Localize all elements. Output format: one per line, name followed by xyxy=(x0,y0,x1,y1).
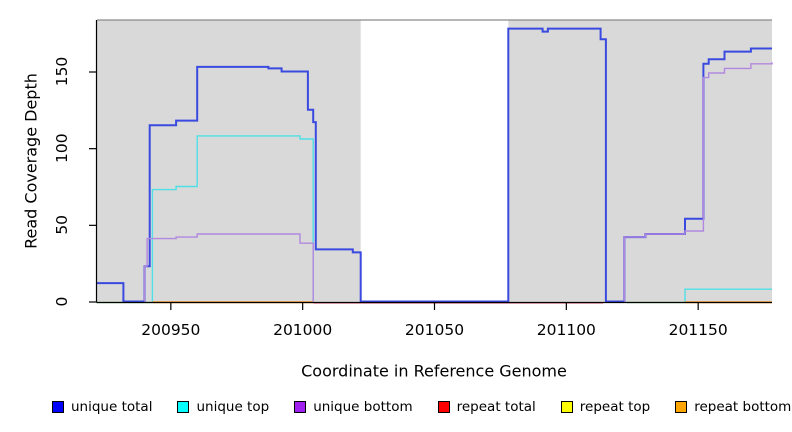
y-tick-label: 0 xyxy=(53,297,71,307)
legend-swatch-repeat-top xyxy=(560,401,573,413)
legend-item-unique-bottom: unique bottom xyxy=(294,399,413,415)
legend-item-repeat-top: repeat top xyxy=(560,399,651,415)
series-line-unique-top xyxy=(684,288,772,302)
legend-item-repeat-total: repeat total xyxy=(437,399,536,415)
x-tick-label: 200950 xyxy=(141,321,200,339)
series-line-unique-bottom xyxy=(623,62,773,302)
legend-label: unique total xyxy=(71,399,153,415)
legend-label: unique top xyxy=(196,399,270,415)
x-tick-label: 201050 xyxy=(405,321,464,339)
legend-swatch-repeat-bottom xyxy=(675,401,688,413)
covered-region-shading xyxy=(97,20,361,302)
y-tick-label: 50 xyxy=(53,215,71,235)
series-line-unique-top xyxy=(151,135,314,302)
legend-swatch-unique-top xyxy=(177,401,190,413)
y-tick-label: 150 xyxy=(53,57,71,87)
legend-swatch-unique-total xyxy=(52,401,64,413)
series-line-unique-total xyxy=(97,27,772,303)
legend-label: repeat total xyxy=(456,399,536,415)
legend-swatch-repeat-total xyxy=(437,401,450,413)
legend-item-unique-top: unique top xyxy=(177,399,269,415)
x-tick-label: 201100 xyxy=(537,321,596,339)
y-tick-label: 100 xyxy=(53,133,71,163)
legend-label: unique bottom xyxy=(313,399,413,415)
x-tick-label: 201150 xyxy=(669,321,728,339)
x-axis-label: Coordinate in Reference Genome xyxy=(301,361,567,381)
x-tick-label: 201000 xyxy=(273,321,332,339)
y-axis-label: Read Coverage Depth xyxy=(21,73,41,249)
legend-label: repeat top xyxy=(579,399,651,415)
series-line-unique-bottom xyxy=(143,233,314,302)
chart-legend: unique total unique top unique bottom repea… xyxy=(52,399,791,415)
legend-label: repeat bottom xyxy=(694,399,792,415)
legend-swatch-unique-bottom xyxy=(294,401,307,413)
legend-item-unique-total: unique total xyxy=(52,399,152,415)
legend-item-repeat-bottom: repeat bottom xyxy=(675,399,791,415)
covered-region-shading xyxy=(508,20,772,302)
